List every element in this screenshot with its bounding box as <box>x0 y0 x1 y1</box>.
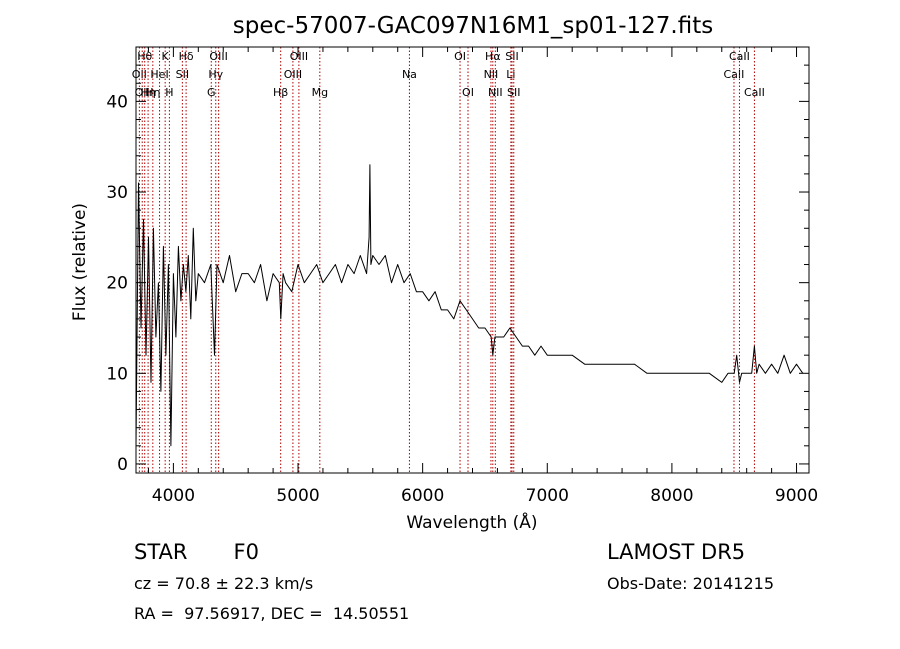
x-tick-label: 5000 <box>276 486 319 506</box>
line-label: Hδ <box>179 50 194 63</box>
line-label: G <box>207 86 216 99</box>
line-label: SII <box>505 50 518 63</box>
y-axis: 0 10 20 30 40 <box>106 64 809 475</box>
x-axis: 4000 5000 6000 7000 8000 9000 <box>147 47 818 506</box>
y-tick-label: 0 <box>117 455 128 475</box>
observation-date: Obs-Date: 20141215 <box>607 574 775 593</box>
line-label: OIII <box>290 50 308 63</box>
line-label: OII <box>135 86 150 99</box>
spectrum-line <box>135 164 804 447</box>
chart-title: spec-57007-GAC097N16M1_sp01-127.fits <box>233 13 713 39</box>
spectral-class: STAR F0 <box>134 540 259 564</box>
subclass-label: F0 <box>233 540 259 564</box>
x-axis-label: Wavelength (Å) <box>406 511 537 533</box>
line-label: OI <box>454 50 466 63</box>
line-label: K <box>162 50 170 63</box>
y-tick-label: 30 <box>106 183 128 203</box>
x-tick-label: 4000 <box>152 486 195 506</box>
class-label: STAR <box>134 540 188 564</box>
emission-lines: OIIOIIHθHηHηHeIKHSIIHδGHγOIIIHβOIIIOIIIM… <box>132 47 765 473</box>
line-label: Li <box>506 68 515 81</box>
line-label: Hθ <box>137 50 152 63</box>
spectrum-series <box>135 164 804 447</box>
line-label: SII <box>176 68 189 81</box>
line-label: Hβ <box>273 86 288 99</box>
line-label: CaII <box>744 86 765 99</box>
line-label: OIII <box>209 50 227 63</box>
x-tick-label: 8000 <box>650 486 693 506</box>
line-label: NII <box>488 86 503 99</box>
y-tick-label: 20 <box>106 274 128 294</box>
line-label: CaII <box>729 50 750 63</box>
line-label: HeI <box>150 68 168 81</box>
survey-label: LAMOST DR5 <box>607 540 746 564</box>
y-tick-label: 10 <box>106 364 128 384</box>
x-tick-label: 6000 <box>401 486 444 506</box>
y-tick-label: 40 <box>106 92 128 112</box>
line-label: SII <box>507 86 520 99</box>
x-tick-label: 9000 <box>775 486 818 506</box>
line-label: CaII <box>724 68 745 81</box>
line-label: Hα <box>485 50 501 63</box>
x-tick-label: 7000 <box>526 486 569 506</box>
coordinates-text: RA = 97.56917, DEC = 14.50551 <box>134 604 410 623</box>
y-axis-label: Flux (relative) <box>70 203 90 321</box>
line-label: Na <box>402 68 417 81</box>
redshift-text: cz = 70.8 ± 22.3 km/s <box>134 574 314 593</box>
line-label: NII <box>484 68 499 81</box>
line-label: OIII <box>284 68 302 81</box>
line-label: H <box>165 86 173 99</box>
line-label: Hη <box>145 86 160 99</box>
line-label: Hη <box>140 86 155 99</box>
line-label: Hγ <box>208 68 223 81</box>
plot-frame <box>135 46 810 474</box>
line-label: OI <box>462 86 474 99</box>
line-label: Mg <box>312 86 328 99</box>
